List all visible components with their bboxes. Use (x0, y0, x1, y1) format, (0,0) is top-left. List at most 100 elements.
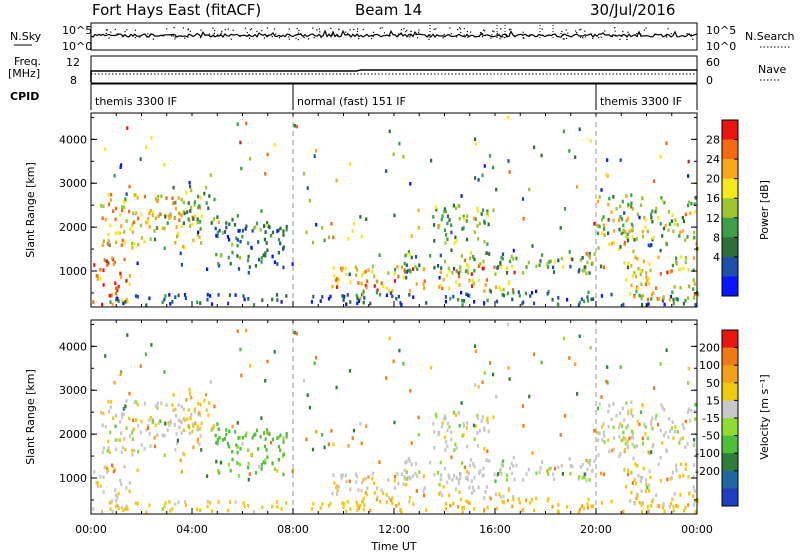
velocity-echo-cell (484, 490, 487, 494)
velocity-echo-cell (391, 496, 394, 500)
velocity-scatter-cell (474, 349, 477, 353)
power-echo-cell (675, 262, 678, 266)
velocity-echo-cell (619, 422, 622, 426)
power-echo-cell (271, 230, 274, 235)
power-scatter-cell (113, 173, 116, 178)
power-echo-cell (630, 193, 633, 197)
power-echo-cell (484, 283, 487, 287)
velocity-echo-cell (209, 501, 212, 505)
velocity-echo-cell (578, 475, 581, 479)
noise-search-dot (134, 37, 136, 39)
power-echo-cell (123, 257, 126, 262)
power-echo-cell (624, 277, 628, 282)
velocity-echo-cell (444, 416, 447, 421)
power-echo-cell (341, 266, 344, 270)
velocity-echo-cell (457, 478, 460, 482)
power-echo-cell (597, 246, 600, 250)
power-echo-cell (117, 299, 120, 303)
power-echo-cell (590, 297, 593, 302)
velocity-echo-cell (467, 471, 470, 475)
noise-search-dot (347, 32, 349, 35)
power-echo-cell (161, 226, 164, 231)
velocity-scatter-cell (405, 482, 408, 487)
freq-right-tick-bottom: 0 (706, 74, 713, 87)
velocity-echo-cell (140, 443, 143, 447)
velocity-echo-cell (191, 429, 194, 434)
noise-search-dot (482, 29, 485, 31)
power-echo-cell (137, 242, 140, 247)
power-scatter-cell (533, 145, 536, 150)
power-echo-cell (119, 213, 122, 217)
velocity-scatter-cell (200, 448, 203, 452)
power-echo-cell (644, 218, 647, 222)
power-echo-cell (102, 204, 105, 209)
power-echo-cell (362, 300, 365, 305)
noise-search-dot (208, 33, 210, 35)
noise-search-dot (403, 28, 405, 30)
velocity-echo-cell (657, 422, 660, 427)
velocity-echo-cell (462, 421, 465, 426)
power-echo-cell (137, 216, 140, 221)
power-echo-cell (648, 281, 651, 286)
power-echo-cell (625, 218, 628, 223)
power-echo-cell (225, 225, 228, 230)
colorbar-tick-label: 20 (706, 173, 720, 186)
power-scatter-cell (348, 162, 352, 166)
x-tick-label: 04:00 (176, 523, 208, 536)
power-scatter-cell (153, 229, 156, 233)
velocity-echo-cell (607, 409, 610, 414)
power-echo-cell (285, 225, 288, 229)
velocity-echo-cell (337, 485, 341, 489)
power-echo-cell (465, 292, 468, 296)
velocity-echo-cell (400, 472, 403, 477)
velocity-echo-cell (379, 499, 382, 504)
velocity-scatter-cell (332, 442, 335, 447)
power-echo-cell (451, 271, 454, 275)
velocity-echo-cell (210, 428, 213, 432)
power-echo-cell (602, 215, 605, 219)
velocity-echo-cell (656, 503, 659, 508)
power-echo-cell (140, 212, 143, 217)
power-echo-cell (468, 294, 471, 298)
power-echo-cell (588, 255, 591, 260)
velocity-echo-cell (639, 479, 642, 484)
power-echo-cell (369, 301, 372, 306)
velocity-echo-cell (238, 435, 241, 440)
velocity-echo-cell (102, 475, 105, 480)
velocity-echo-cell (342, 505, 345, 509)
power-echo-cell (271, 297, 274, 302)
colorbar-tick-label: -200 (695, 465, 720, 478)
velocity-echo-cell (114, 413, 118, 418)
power-scatter-cell (694, 195, 697, 200)
power-scatter-cell (623, 211, 626, 215)
power-echo-cell (433, 239, 436, 243)
power-scatter-cell (460, 194, 463, 198)
velocity-scatter-cell (578, 334, 581, 339)
power-echo-cell (675, 297, 678, 301)
power-echo-cell (156, 199, 159, 204)
colorbar-tick-label: -50 (702, 430, 720, 443)
noise-search-dot (313, 37, 315, 39)
power-echo-cell (480, 212, 483, 216)
power-echo-cell (145, 303, 148, 307)
power-echo-cell (148, 225, 151, 229)
power-echo-cell (682, 301, 685, 306)
power-echo-cell (530, 290, 534, 295)
noise-search-dot (312, 27, 314, 29)
velocity-echo-cell (597, 438, 600, 443)
power-echo-cell (601, 231, 604, 235)
velocity-echo-cell (312, 501, 315, 506)
velocity-echo-cell (362, 478, 365, 482)
power-scatter-cell (641, 229, 644, 234)
velocity-echo-cell (506, 498, 509, 503)
velocity-scatter-cell (392, 359, 395, 364)
power-echo-cell (236, 238, 239, 242)
power-scatter-cell (172, 185, 175, 190)
freq-label-line1: Freq. (14, 55, 41, 68)
velocity-echo-cell (485, 485, 488, 489)
power-echo-cell (175, 225, 178, 229)
power-echo-cell (686, 235, 689, 239)
velocity-echo-cell (651, 416, 654, 421)
power-echo-cell (635, 237, 638, 241)
velocity-echo-cell (152, 417, 155, 422)
